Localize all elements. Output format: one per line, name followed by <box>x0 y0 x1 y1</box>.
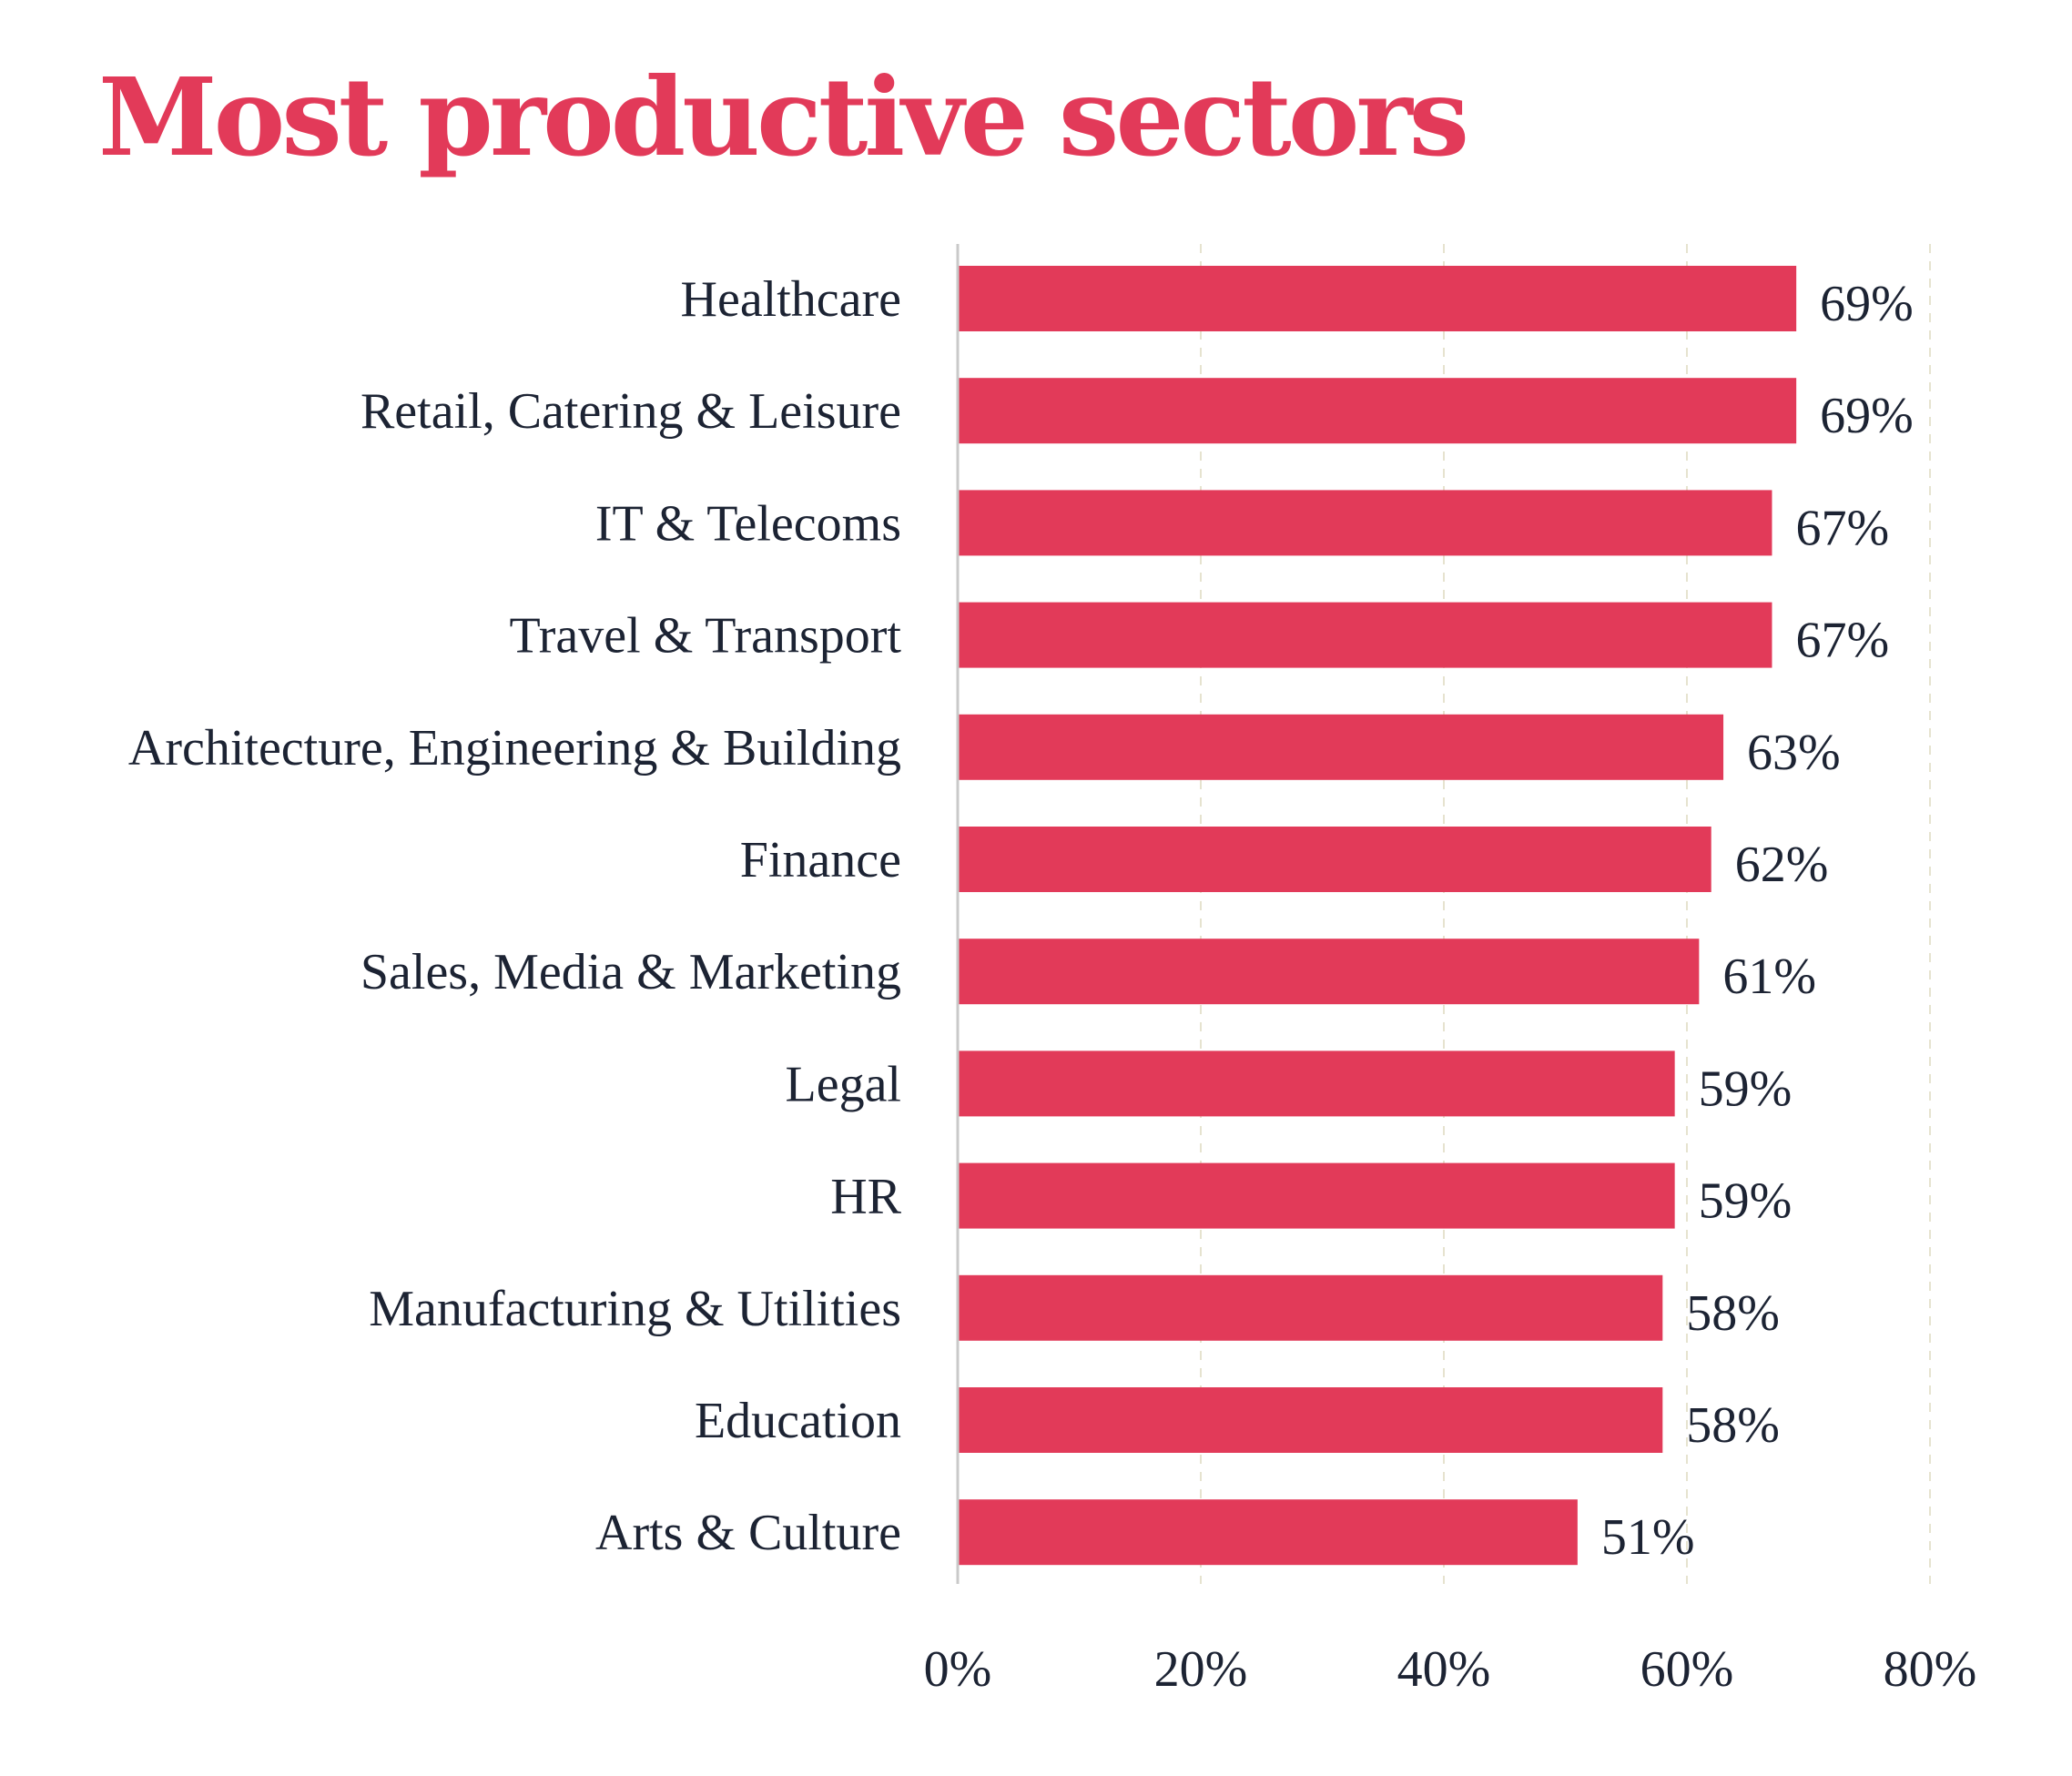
category-labels: Healthcare Retail, Catering & Leisure IT &… <box>128 271 902 1561</box>
value-label-1: 69% <box>1820 388 1914 444</box>
value-label-2: 67% <box>1795 500 1889 556</box>
category-label-4: Architecture, Engineering & Building <box>128 720 901 776</box>
category-label-1: Retail, Catering & Leisure <box>361 383 901 440</box>
grid-lines <box>1200 244 1931 1584</box>
bar-9 <box>958 1274 1663 1341</box>
category-label-7: Legal <box>786 1056 901 1112</box>
bar-4 <box>958 714 1724 780</box>
value-label-9: 58% <box>1686 1285 1780 1342</box>
bar-8 <box>958 1162 1675 1229</box>
value-label-7: 59% <box>1699 1061 1793 1117</box>
x-tick-label-3: 60% <box>1640 1641 1734 1698</box>
category-label-3: Travel & Transport <box>510 608 902 665</box>
category-label-11: Arts & Culture <box>595 1505 901 1561</box>
value-label-8: 59% <box>1699 1173 1793 1230</box>
value-label-6: 61% <box>1722 949 1816 1005</box>
bar-2 <box>958 490 1772 556</box>
bar-7 <box>958 1050 1675 1117</box>
value-label-4: 63% <box>1747 725 1841 781</box>
x-tick-label-1: 20% <box>1154 1641 1248 1698</box>
value-labels: 69% 69% 67% 67% 63% 62% 61% 59% 59% 58% 58% 51% <box>1601 276 1914 1566</box>
category-label-8: HR <box>830 1169 901 1225</box>
bars <box>958 266 1797 1566</box>
x-tick-label-4: 80% <box>1884 1641 1977 1698</box>
bar-5 <box>958 827 1711 892</box>
bar-6 <box>958 939 1700 1005</box>
value-label-11: 51% <box>1601 1509 1695 1566</box>
bar-1 <box>958 378 1797 444</box>
bar-11 <box>958 1499 1578 1566</box>
category-label-6: Sales, Media & Marketing <box>361 944 901 1000</box>
value-label-3: 67% <box>1795 613 1889 669</box>
category-label-9: Manufacturing & Utilities <box>369 1281 901 1337</box>
category-label-2: IT & Telecoms <box>595 495 901 552</box>
chart-title: Most productive sectors <box>98 54 1469 180</box>
bar-10 <box>958 1387 1663 1453</box>
x-tick-label-0: 0% <box>924 1641 992 1698</box>
value-label-0: 69% <box>1820 276 1914 332</box>
bar-3 <box>958 602 1772 668</box>
category-label-5: Finance <box>740 832 901 888</box>
category-label-0: Healthcare <box>681 271 901 328</box>
bar-0 <box>958 266 1797 331</box>
value-label-5: 62% <box>1735 837 1829 893</box>
category-label-10: Education <box>695 1393 901 1449</box>
value-label-10: 58% <box>1686 1397 1780 1454</box>
x-axis-tick-labels: 0% 20% 40% 60% 80% <box>924 1641 1977 1698</box>
x-tick-label-2: 40% <box>1397 1641 1491 1698</box>
